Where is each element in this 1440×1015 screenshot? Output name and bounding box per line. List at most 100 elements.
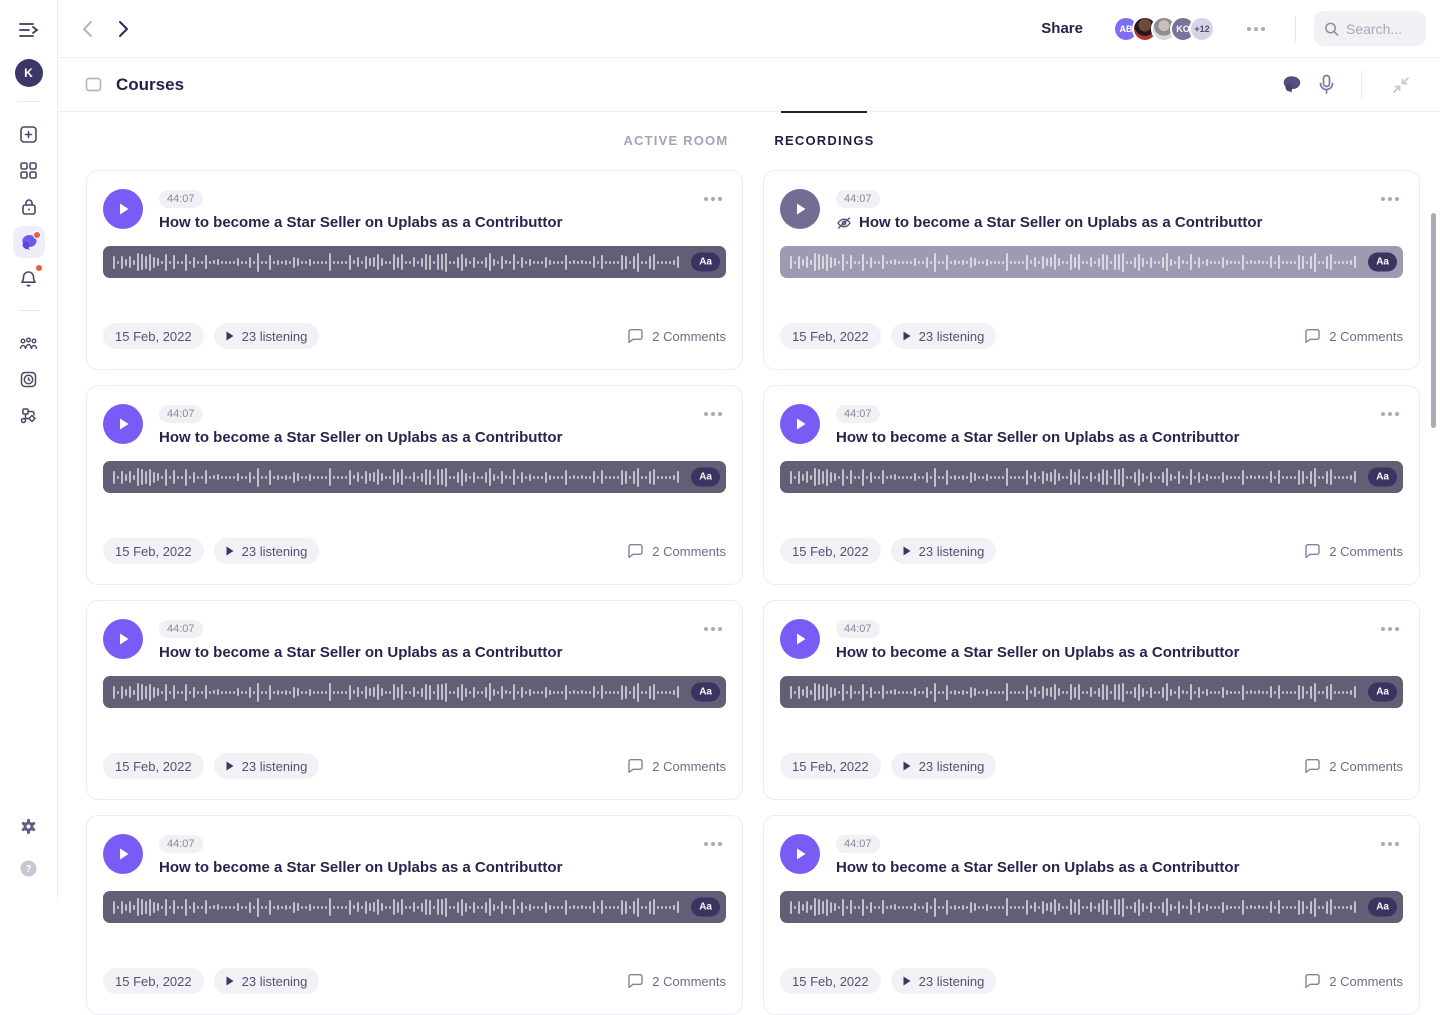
waveform[interactable]: Aa	[103, 891, 726, 923]
card-more-button[interactable]	[700, 189, 726, 209]
comments-button[interactable]: 2 Comments	[1304, 328, 1403, 344]
tab-recordings[interactable]: RECORDINGS	[774, 133, 874, 149]
play-button[interactable]	[780, 619, 820, 659]
card-more-button[interactable]	[1377, 404, 1403, 424]
waveform-style-badge[interactable]: Aa	[1368, 253, 1397, 272]
microphone-button[interactable]	[1309, 68, 1343, 102]
duration-badge: 44:07	[159, 190, 203, 208]
comment-icon	[627, 543, 644, 559]
waveform[interactable]: Aa	[103, 246, 726, 278]
waveform-style-badge[interactable]: Aa	[1368, 468, 1397, 487]
comments-button[interactable]: 2 Comments	[1304, 973, 1403, 989]
comments-button[interactable]: 2 Comments	[1304, 543, 1403, 559]
comments-count: 2 Comments	[1329, 544, 1403, 559]
waveform-style-badge[interactable]: Aa	[1368, 683, 1397, 702]
comments-button[interactable]: 2 Comments	[627, 973, 726, 989]
waveform[interactable]: Aa	[780, 461, 1403, 493]
avatar-overflow-count[interactable]: +12	[1189, 16, 1215, 42]
user-avatar[interactable]: K	[15, 59, 43, 87]
recording-card[interactable]: 44:07 How to become a Star Seller on Upl…	[763, 600, 1420, 800]
sidebar-item-settings[interactable]	[13, 810, 45, 842]
recording-card[interactable]: 44:07 How to become a Star Seller on Upl…	[763, 170, 1420, 370]
card-more-button[interactable]	[700, 834, 726, 854]
listening-count: 23 listening	[242, 759, 308, 774]
play-small-icon	[226, 331, 234, 341]
waveform-style-badge[interactable]: Aa	[691, 683, 720, 702]
card-more-button[interactable]	[700, 404, 726, 424]
play-small-icon	[903, 976, 911, 986]
waveform[interactable]: Aa	[103, 676, 726, 708]
waveform-style-badge[interactable]: Aa	[691, 253, 720, 272]
back-button[interactable]	[76, 18, 98, 40]
date-pill: 15 Feb, 2022	[780, 968, 881, 994]
sidebar-item-dashboard[interactable]	[13, 154, 45, 186]
comments-count: 2 Comments	[1329, 329, 1403, 344]
waveform[interactable]: Aa	[780, 891, 1403, 923]
card-more-button[interactable]	[700, 619, 726, 639]
card-more-button[interactable]	[1377, 619, 1403, 639]
sidebar-item-workflow[interactable]	[13, 399, 45, 431]
sidebar-item-notifications[interactable]	[13, 262, 45, 294]
comments-button[interactable]: 2 Comments	[1304, 758, 1403, 774]
sidebar-item-chat[interactable]	[13, 226, 45, 258]
scrollbar-thumb[interactable]	[1431, 213, 1436, 428]
sidebar-item-schedule[interactable]	[13, 363, 45, 395]
waveform-style-badge[interactable]: Aa	[691, 468, 720, 487]
recording-card[interactable]: 44:07 How to become a Star Seller on Upl…	[86, 600, 743, 800]
sidebar-item-team[interactable]	[13, 327, 45, 359]
search-input[interactable]	[1346, 21, 1416, 37]
recording-card[interactable]: 44:07 How to become a Star Seller on Upl…	[763, 385, 1420, 585]
play-button[interactable]	[780, 834, 820, 874]
comment-icon	[627, 328, 644, 344]
divider	[18, 101, 40, 102]
waveform-bars	[113, 676, 684, 708]
waveform-style-badge[interactable]: Aa	[691, 898, 720, 917]
recording-card[interactable]: 44:07 How to become a Star Seller on Upl…	[86, 385, 743, 585]
waveform[interactable]: Aa	[103, 461, 726, 493]
card-more-button[interactable]	[1377, 189, 1403, 209]
play-button[interactable]	[103, 834, 143, 874]
play-button[interactable]	[103, 404, 143, 444]
comments-count: 2 Comments	[652, 759, 726, 774]
waveform-style-badge[interactable]: Aa	[1368, 898, 1397, 917]
search-icon	[1324, 21, 1339, 37]
recording-card[interactable]: 44:07 How to become a Star Seller on Upl…	[763, 815, 1420, 1015]
duration-badge: 44:07	[836, 620, 880, 638]
sidebar-item-lock[interactable]	[13, 190, 45, 222]
recording-title-text: How to become a Star Seller on Uplabs as…	[836, 859, 1239, 876]
sidebar-item-help[interactable]: ?	[13, 852, 45, 884]
comments-button[interactable]: 2 Comments	[627, 328, 726, 344]
recording-card[interactable]: 44:07 How to become a Star Seller on Upl…	[86, 815, 743, 1015]
comments-count: 2 Comments	[1329, 974, 1403, 989]
share-button[interactable]: Share	[1041, 20, 1083, 37]
waveform-bars	[790, 246, 1361, 278]
play-button[interactable]	[103, 619, 143, 659]
collapse-view-button[interactable]	[1384, 68, 1418, 102]
tab-active-room[interactable]: ACTIVE ROOM	[623, 133, 728, 149]
main-content: Courses ACTIVE ROOM REC	[58, 58, 1440, 900]
checkbox-icon[interactable]	[85, 77, 102, 92]
duration-badge: 44:07	[159, 835, 203, 853]
play-button[interactable]	[780, 189, 820, 229]
comments-button[interactable]: 2 Comments	[627, 543, 726, 559]
date-pill: 15 Feb, 2022	[780, 753, 881, 779]
chat-toggle-button[interactable]	[1275, 68, 1309, 102]
sidebar-toggle-icon[interactable]	[13, 17, 45, 43]
participant-avatars[interactable]: AB KO +12	[1113, 16, 1215, 42]
comments-count: 2 Comments	[652, 974, 726, 989]
play-button[interactable]	[103, 189, 143, 229]
forward-button[interactable]	[112, 18, 134, 40]
duration-badge: 44:07	[836, 835, 880, 853]
play-button[interactable]	[780, 404, 820, 444]
sidebar-item-add[interactable]	[13, 118, 45, 150]
search-box[interactable]	[1314, 11, 1426, 46]
listening-pill: 23 listening	[891, 538, 997, 564]
comments-button[interactable]: 2 Comments	[627, 758, 726, 774]
recording-title-text: How to become a Star Seller on Uplabs as…	[159, 859, 562, 876]
card-more-button[interactable]	[1377, 834, 1403, 854]
more-menu-button[interactable]	[1241, 21, 1271, 37]
recording-title-text: How to become a Star Seller on Uplabs as…	[159, 429, 562, 446]
waveform[interactable]: Aa	[780, 676, 1403, 708]
waveform[interactable]: Aa	[780, 246, 1403, 278]
recording-card[interactable]: 44:07 How to become a Star Seller on Upl…	[86, 170, 743, 370]
